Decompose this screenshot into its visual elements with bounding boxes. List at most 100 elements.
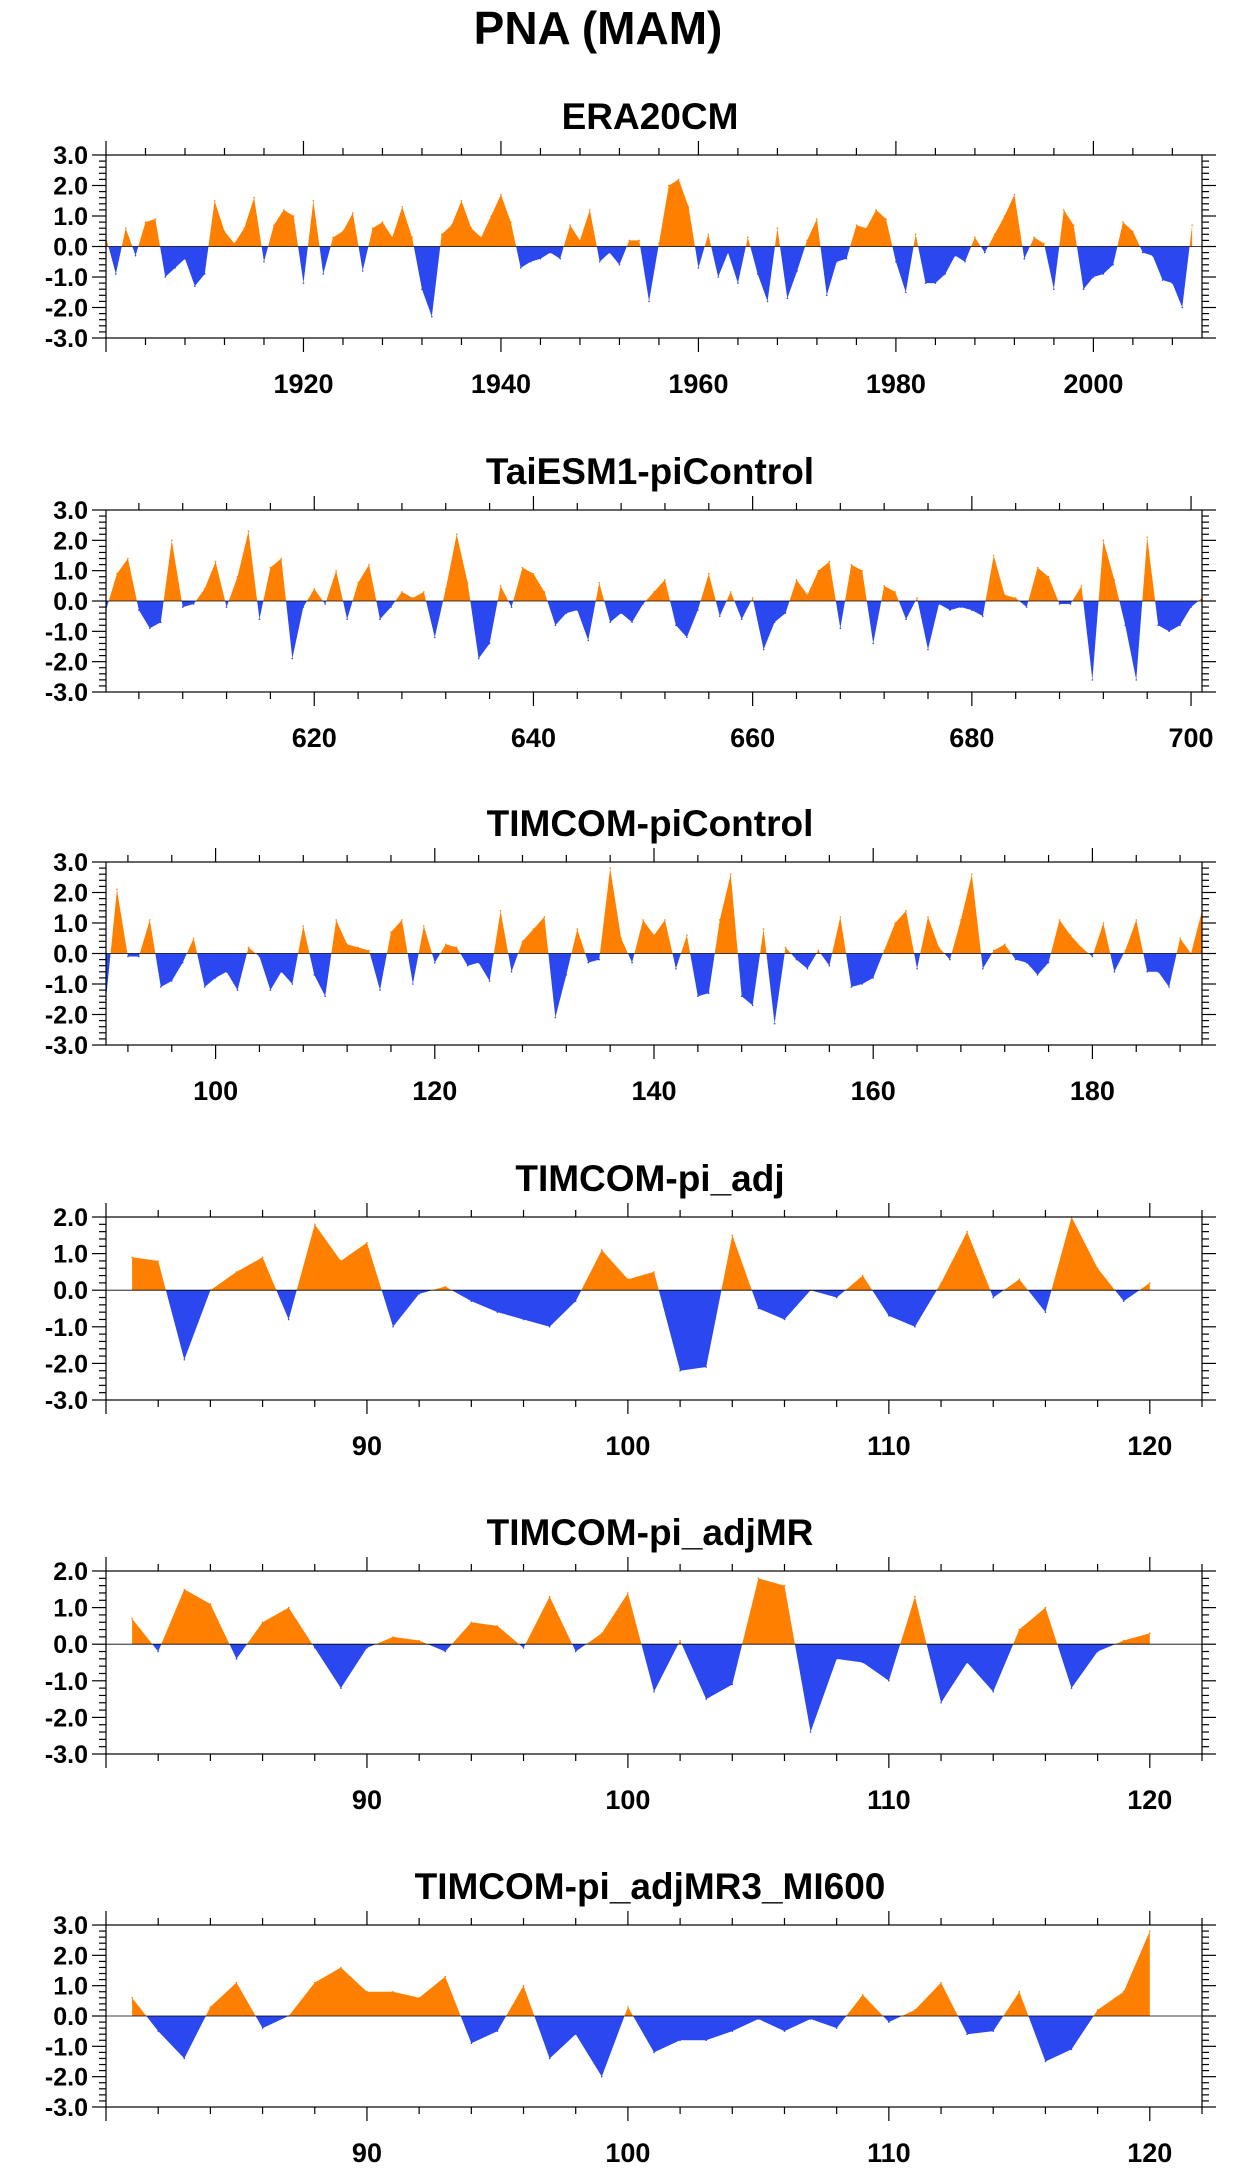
- data-point: [850, 563, 853, 566]
- data-point: [949, 609, 951, 611]
- x-tick-label: 120: [412, 1076, 457, 1106]
- data-point: [235, 1981, 238, 1984]
- data-point: [982, 615, 984, 617]
- data-point: [894, 591, 896, 593]
- data-point: [418, 1997, 420, 1999]
- data-point: [324, 603, 327, 605]
- data-point: [1080, 946, 1083, 949]
- data-point: [718, 615, 721, 617]
- data-point: [762, 928, 765, 930]
- data-point: [992, 2030, 995, 2032]
- data-point: [243, 227, 246, 229]
- data-point: [817, 949, 820, 952]
- data-point: [1122, 1990, 1125, 1993]
- data-point: [444, 1975, 447, 1978]
- data-point: [1132, 230, 1134, 233]
- data-point: [861, 569, 864, 572]
- data-point: [861, 983, 864, 985]
- data-point: [236, 989, 239, 991]
- data-point: [1033, 236, 1035, 239]
- data-point: [740, 995, 743, 997]
- data-point: [127, 955, 129, 958]
- data-point: [213, 199, 216, 202]
- data-point: [839, 627, 842, 630]
- data-point: [731, 1234, 734, 1237]
- data-point: [368, 563, 370, 566]
- data-point: [653, 591, 655, 593]
- x-tick-label: 620: [292, 723, 337, 753]
- x-tick-label: 100: [605, 1431, 650, 1461]
- data-point: [784, 946, 787, 949]
- data-point: [569, 224, 571, 226]
- data-point: [392, 1326, 394, 1328]
- data-point: [214, 560, 217, 563]
- data-point: [466, 582, 469, 584]
- y-tick-label: 3.0: [53, 497, 88, 525]
- data-point: [565, 974, 568, 976]
- data-point: [390, 931, 392, 933]
- y-tick-label: 0.0: [53, 2003, 88, 2031]
- data-point: [335, 919, 337, 921]
- data-point: [865, 227, 868, 229]
- data-point: [574, 2033, 577, 2035]
- data-point: [247, 530, 250, 533]
- data-point: [938, 603, 940, 605]
- data-point: [627, 1592, 629, 1594]
- data-point: [971, 873, 973, 875]
- data-point: [894, 922, 896, 924]
- data-point: [708, 572, 710, 575]
- panel-title: ERA20CM: [562, 96, 739, 137]
- data-point: [795, 958, 798, 961]
- data-point: [184, 257, 186, 260]
- data-point: [653, 2051, 655, 2054]
- data-point: [1080, 585, 1083, 587]
- x-axis: 90 100 110 120: [105, 1557, 1203, 1815]
- data-point: [1124, 624, 1127, 627]
- data-points: [131, 1577, 1151, 1733]
- y-tick-label: -3.0: [45, 325, 88, 353]
- data-point: [324, 995, 327, 997]
- data-point: [157, 2030, 159, 2032]
- data-point: [888, 1315, 890, 1317]
- data-point: [302, 925, 305, 927]
- data-point: [1091, 679, 1094, 681]
- data-point: [966, 1230, 968, 1233]
- data-point: [620, 937, 622, 940]
- x-tick-label: 1920: [273, 369, 333, 399]
- data-point: [421, 288, 423, 291]
- data-point: [490, 215, 492, 217]
- data-point: [966, 1661, 968, 1664]
- data-point: [697, 267, 700, 269]
- data-point: [697, 995, 699, 997]
- data-point: [131, 1617, 133, 1620]
- data-point: [488, 980, 491, 982]
- data-point: [653, 934, 655, 936]
- data-point: [543, 916, 546, 918]
- data-point: [157, 1260, 159, 1262]
- data-point: [1113, 578, 1116, 581]
- data-point: [816, 218, 818, 220]
- chart-panel: TIMCOM-piControl 3.0 2.01.0 0.0-1.0 -2.0-3.0…: [45, 803, 1216, 1106]
- data-point: [574, 1300, 577, 1302]
- data-point: [1092, 276, 1095, 278]
- data-point: [390, 606, 392, 608]
- data-point: [131, 1256, 133, 1259]
- data-point: [631, 961, 633, 964]
- y-tick-label: 1.0: [53, 1241, 88, 1269]
- data-point: [817, 569, 820, 572]
- data-point: [686, 636, 688, 639]
- data-point: [418, 1639, 420, 1642]
- data-point: [839, 916, 842, 918]
- data-point: [352, 212, 354, 214]
- data-point: [549, 251, 552, 254]
- data-point: [346, 943, 348, 946]
- data-point: [618, 264, 621, 266]
- data-point: [927, 916, 929, 918]
- data-point: [705, 2039, 707, 2042]
- data-point: [291, 983, 294, 985]
- data-point: [510, 606, 513, 608]
- data-point: [1179, 624, 1181, 627]
- data-point: [668, 184, 670, 187]
- data-point: [1053, 288, 1055, 291]
